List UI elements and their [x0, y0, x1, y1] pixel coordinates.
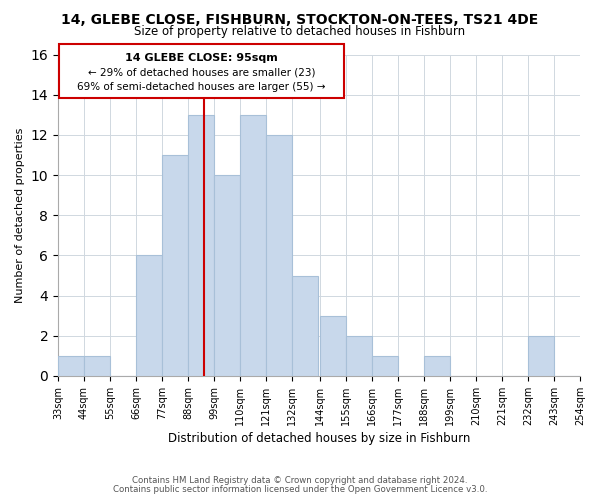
- Bar: [266, 135, 292, 376]
- Bar: [58, 356, 84, 376]
- Bar: [136, 256, 162, 376]
- Bar: [372, 356, 398, 376]
- Text: ← 29% of detached houses are smaller (23): ← 29% of detached houses are smaller (23…: [88, 67, 315, 77]
- Bar: [59, 44, 344, 98]
- Bar: [84, 356, 110, 376]
- Bar: [188, 115, 214, 376]
- X-axis label: Distribution of detached houses by size in Fishburn: Distribution of detached houses by size …: [168, 432, 470, 445]
- Y-axis label: Number of detached properties: Number of detached properties: [15, 128, 25, 303]
- Text: Size of property relative to detached houses in Fishburn: Size of property relative to detached ho…: [134, 25, 466, 38]
- Bar: [320, 316, 346, 376]
- Text: Contains HM Land Registry data © Crown copyright and database right 2024.: Contains HM Land Registry data © Crown c…: [132, 476, 468, 485]
- Bar: [214, 175, 240, 376]
- Bar: [240, 115, 266, 376]
- Bar: [346, 336, 372, 376]
- Bar: [292, 276, 318, 376]
- Bar: [528, 336, 554, 376]
- Text: 14 GLEBE CLOSE: 95sqm: 14 GLEBE CLOSE: 95sqm: [125, 52, 278, 62]
- Text: 14, GLEBE CLOSE, FISHBURN, STOCKTON-ON-TEES, TS21 4DE: 14, GLEBE CLOSE, FISHBURN, STOCKTON-ON-T…: [61, 12, 539, 26]
- Bar: [162, 155, 188, 376]
- Bar: [424, 356, 450, 376]
- Text: 69% of semi-detached houses are larger (55) →: 69% of semi-detached houses are larger (…: [77, 82, 326, 92]
- Text: Contains public sector information licensed under the Open Government Licence v3: Contains public sector information licen…: [113, 484, 487, 494]
